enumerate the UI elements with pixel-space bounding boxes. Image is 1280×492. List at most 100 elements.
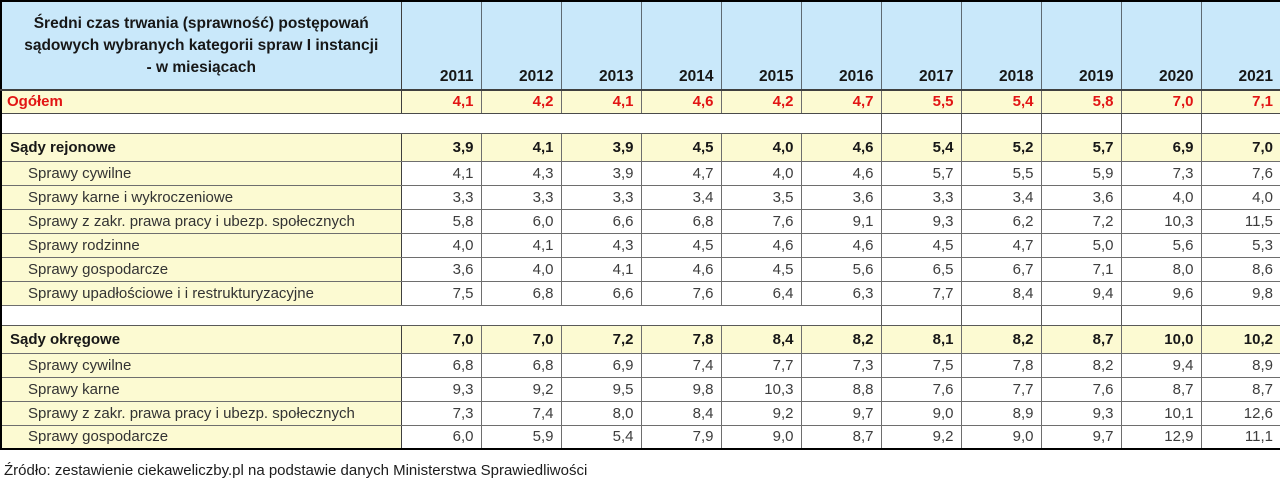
value-cell: 8,4: [960, 280, 1042, 306]
value-cell: 7,4: [480, 400, 562, 426]
year-header-2018: 2018: [960, 0, 1042, 91]
value-cell: 10,1: [1120, 400, 1202, 426]
year-header-2021: 2021: [1200, 0, 1280, 91]
value-cell: 6,8: [400, 352, 482, 378]
value-cell: 7,6: [640, 280, 722, 306]
value-cell: 7,0: [400, 324, 482, 354]
value-cell: 8,2: [800, 324, 882, 354]
value-cell: 6,6: [560, 280, 642, 306]
value-cell: 9,4: [1120, 352, 1202, 378]
value-cell: 9,1: [800, 208, 882, 234]
table-row: Sprawy rodzinne 4,0 4,1 4,3 4,5 4,6 4,6 4,5 4,7 5…: [0, 232, 1280, 258]
value-cell: [641, 304, 721, 326]
value-cell: 7,6: [1040, 376, 1122, 402]
value-cell: 3,3: [880, 184, 962, 210]
value-cell: 6,0: [480, 208, 562, 234]
value-cell: 7,3: [400, 400, 482, 426]
value-cell: 4,0: [720, 132, 802, 162]
value-cell: 5,3: [1200, 232, 1280, 258]
value-cell: 4,1: [560, 256, 642, 282]
value-cell: 4,0: [1120, 184, 1202, 210]
value-cell: 9,2: [720, 400, 802, 426]
value-cell: 9,2: [880, 424, 962, 450]
value-cell: 9,0: [720, 424, 802, 450]
year-header-2011: 2011: [400, 0, 482, 91]
value-cell: 4,6: [800, 160, 882, 186]
value-cell: 4,7: [960, 232, 1042, 258]
table-row: Sprawy cywilne 4,1 4,3 3,9 4,7 4,0 4,6 5,7 5,5 5,…: [0, 160, 1280, 186]
table-row: Sądy okręgowe 7,0 7,0 7,2 7,8 8,4 8,2 8,1 8,2 8,7…: [0, 324, 1280, 354]
value-cell: 7,5: [880, 352, 962, 378]
value-cell: 3,4: [640, 184, 722, 210]
value-cell: 6,8: [480, 280, 562, 306]
value-cell: 4,0: [480, 256, 562, 282]
value-cell: 6,7: [960, 256, 1042, 282]
header-row: Średni czas trwania (sprawność) postępow…: [0, 0, 1280, 91]
value-cell: 4,0: [1200, 184, 1280, 210]
value-cell: 6,4: [720, 280, 802, 306]
value-cell: 5,2: [960, 132, 1042, 162]
value-cell: 9,7: [1040, 424, 1122, 450]
value-cell: 6,8: [480, 352, 562, 378]
value-cell: 3,3: [560, 184, 642, 210]
year-header-2019: 2019: [1040, 0, 1122, 91]
table-row: Sprawy z zakr. prawa pracy i ubezp. społ…: [0, 400, 1280, 426]
value-cell: 7,6: [880, 376, 962, 402]
value-cell: 3,3: [400, 184, 482, 210]
value-cell: 7,0: [480, 324, 562, 354]
value-cell: 4,3: [560, 232, 642, 258]
court-duration-table: Średni czas trwania (sprawność) postępow…: [0, 0, 1280, 450]
value-cell: [481, 304, 561, 326]
value-cell: 9,2: [480, 376, 562, 402]
value-cell: 3,9: [400, 132, 482, 162]
value-cell: 8,7: [1120, 376, 1202, 402]
value-cell: [880, 304, 961, 326]
value-cell: 7,3: [800, 352, 882, 378]
value-cell: 6,3: [800, 280, 882, 306]
row-label: Sprawy gospodarcze: [0, 424, 402, 450]
value-cell: 3,9: [560, 160, 642, 186]
value-cell: 4,1: [400, 89, 482, 114]
year-header-2016: 2016: [800, 0, 882, 91]
value-cell: 10,3: [720, 376, 802, 402]
value-cell: 6,5: [880, 256, 962, 282]
value-cell: 8,9: [960, 400, 1042, 426]
value-cell: 7,3: [1120, 160, 1202, 186]
value-cell: 7,8: [640, 324, 722, 354]
value-cell: 9,3: [400, 376, 482, 402]
value-cell: 9,3: [1040, 400, 1122, 426]
value-cell: 7,2: [560, 324, 642, 354]
value-cell: 11,5: [1200, 208, 1280, 234]
value-cell: 4,5: [720, 256, 802, 282]
value-cell: 6,9: [1120, 132, 1202, 162]
value-cell: 7,7: [720, 352, 802, 378]
value-cell: 5,6: [800, 256, 882, 282]
value-cell: 5,4: [560, 424, 642, 450]
value-cell: 7,1: [1200, 89, 1280, 114]
row-label: Sprawy cywilne: [0, 160, 402, 186]
value-cell: 4,7: [640, 160, 722, 186]
value-cell: 7,6: [1200, 160, 1280, 186]
value-cell: 4,3: [480, 160, 562, 186]
value-cell: 7,6: [720, 208, 802, 234]
value-cell: 4,2: [480, 89, 562, 114]
year-header-2015: 2015: [720, 0, 802, 91]
value-cell: 3,6: [1040, 184, 1122, 210]
value-cell: 5,0: [1040, 232, 1122, 258]
value-cell: 8,8: [800, 376, 882, 402]
value-cell: 4,6: [800, 132, 882, 162]
row-label: Sprawy cywilne: [0, 352, 402, 378]
value-cell: [801, 112, 881, 134]
value-cell: [1200, 304, 1280, 326]
value-cell: 3,6: [800, 184, 882, 210]
row-label: [1, 304, 401, 326]
value-cell: 4,6: [800, 232, 882, 258]
value-cell: 4,1: [560, 89, 642, 114]
value-cell: 5,4: [960, 89, 1042, 114]
value-cell: 8,4: [720, 324, 802, 354]
year-header-2012: 2012: [480, 0, 562, 91]
value-cell: 8,1: [880, 324, 962, 354]
value-cell: 8,0: [1120, 256, 1202, 282]
value-cell: [1120, 112, 1201, 134]
